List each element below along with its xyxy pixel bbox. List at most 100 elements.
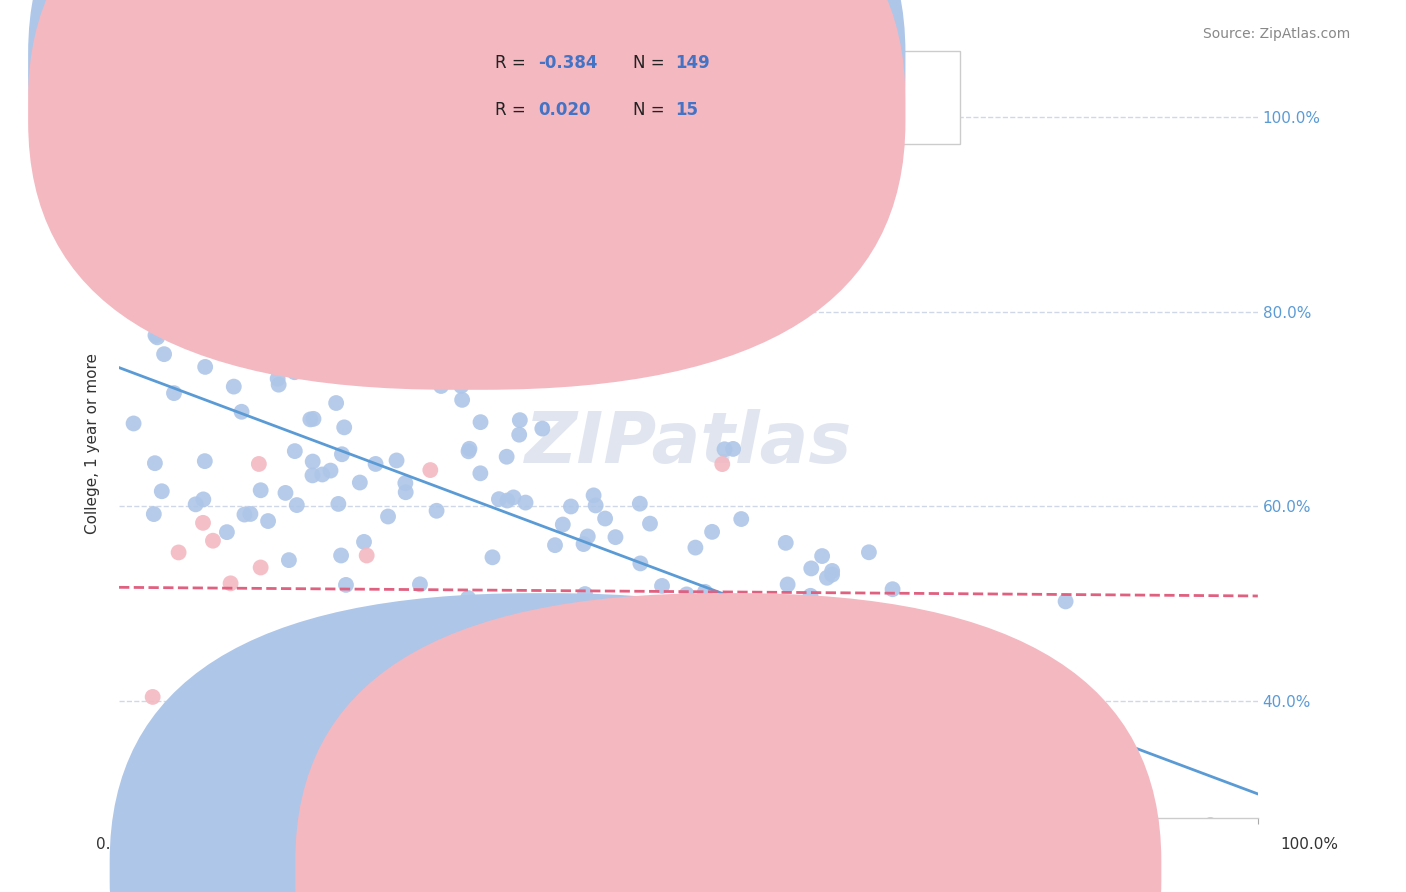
Point: [496, 493, 519, 508]
Text: 0.0%: 0.0%: [96, 838, 135, 852]
Point: [815, 571, 838, 585]
Point: [721, 442, 744, 456]
Point: [267, 691, 290, 706]
Text: N =: N =: [633, 54, 669, 72]
Point: [752, 611, 775, 625]
Point: [260, 359, 283, 373]
Point: [825, 681, 848, 695]
Point: [655, 763, 678, 777]
Point: [821, 567, 844, 582]
Point: [353, 535, 375, 549]
Point: [696, 629, 718, 643]
Point: [325, 396, 347, 410]
Point: [515, 495, 537, 509]
Point: [675, 587, 697, 601]
Point: [277, 258, 299, 272]
Point: [419, 463, 441, 477]
Point: [541, 703, 564, 717]
Text: Source: ZipAtlas.com: Source: ZipAtlas.com: [1202, 27, 1350, 41]
Point: [309, 347, 332, 361]
Point: [186, 230, 208, 244]
Point: [394, 476, 416, 491]
Point: [628, 497, 651, 511]
Point: [150, 484, 173, 499]
Point: [858, 545, 880, 559]
Point: [302, 412, 325, 426]
Point: [628, 557, 651, 571]
Point: [811, 549, 834, 563]
Point: [799, 589, 821, 603]
Text: Tsimshian: Tsimshian: [744, 863, 818, 878]
Point: [311, 467, 333, 482]
Point: [284, 444, 307, 458]
Point: [925, 653, 948, 667]
Point: [247, 457, 270, 471]
Point: [509, 413, 531, 427]
Point: [776, 577, 799, 591]
Point: [800, 561, 823, 575]
Point: [333, 420, 356, 434]
Point: [470, 467, 492, 481]
Point: [1083, 775, 1105, 789]
Point: [387, 344, 409, 359]
Point: [349, 475, 371, 490]
Point: [569, 656, 592, 670]
Point: [789, 622, 811, 636]
Point: [651, 579, 673, 593]
Point: [285, 498, 308, 512]
Point: [450, 379, 472, 393]
Point: [319, 464, 342, 478]
Text: R =: R =: [495, 101, 531, 119]
Point: [184, 497, 207, 511]
Point: [775, 536, 797, 550]
Point: [470, 415, 492, 429]
Point: [481, 550, 503, 565]
Point: [267, 377, 290, 392]
Point: [217, 314, 239, 328]
Point: [844, 788, 866, 802]
Point: [301, 454, 323, 468]
Point: [142, 507, 165, 521]
Point: [443, 620, 465, 634]
Point: [451, 392, 474, 407]
Point: [585, 499, 607, 513]
Point: [281, 265, 304, 279]
Point: [759, 595, 782, 609]
Point: [408, 373, 430, 387]
Point: [266, 372, 288, 386]
Point: [510, 644, 533, 658]
Point: [426, 504, 449, 518]
Point: [215, 525, 238, 540]
Point: [531, 421, 554, 435]
Point: [219, 576, 242, 591]
Point: [693, 585, 716, 599]
Point: [582, 488, 605, 502]
Point: [811, 630, 834, 644]
Point: [249, 483, 271, 498]
Point: [730, 512, 752, 526]
Point: [132, 300, 155, 314]
Point: [589, 624, 612, 638]
Point: [413, 364, 436, 378]
Point: [146, 330, 169, 344]
Point: [318, 299, 340, 313]
Point: [252, 712, 274, 726]
Point: [711, 457, 734, 471]
Text: ZIPatlas: ZIPatlas: [524, 409, 852, 478]
Point: [231, 405, 253, 419]
Point: [882, 582, 904, 597]
Point: [409, 577, 432, 591]
Point: [560, 500, 582, 514]
Point: [593, 511, 616, 525]
Point: [453, 648, 475, 663]
Text: 0.020: 0.020: [538, 101, 591, 119]
Point: [330, 549, 353, 563]
Point: [793, 704, 815, 718]
Point: [1199, 818, 1222, 832]
Point: [796, 616, 818, 631]
Point: [555, 641, 578, 656]
Point: [364, 457, 387, 471]
Point: [852, 658, 875, 673]
Point: [159, 325, 181, 339]
Point: [624, 632, 647, 647]
